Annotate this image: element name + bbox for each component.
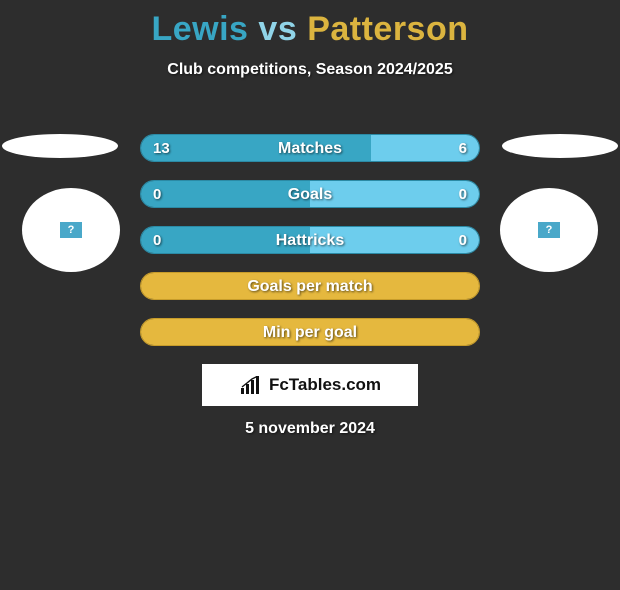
stat-row: Goals0 0 (140, 180, 480, 208)
subtitle: Club competitions, Season 2024/2025 (0, 61, 620, 79)
question-mark-icon: ? (546, 224, 553, 236)
stat-row: Min per goal (140, 318, 480, 346)
branding-text: FcTables.com (269, 375, 381, 395)
decoration-ellipse-left (2, 134, 118, 158)
question-mark-icon: ? (68, 224, 75, 236)
stat-row: Goals per match (140, 272, 480, 300)
stat-value-left: 0 (153, 181, 161, 208)
avatar-placeholder-box: ? (60, 222, 82, 238)
stat-row: Hattricks0 0 (140, 226, 480, 254)
stat-label: Goals per match (141, 273, 479, 300)
stat-value-left: 0 (153, 227, 161, 254)
player2-name: Patterson (307, 10, 468, 48)
stat-value-right: 0 (459, 181, 467, 208)
stat-row: Matches13 6 (140, 134, 480, 162)
vs-text: vs (258, 10, 307, 48)
branding-box: FcTables.com (202, 364, 418, 406)
player2-avatar: ? (500, 188, 598, 272)
avatar-placeholder-box: ? (538, 222, 560, 238)
stat-value-right: 6 (459, 135, 467, 162)
player1-avatar: ? (22, 188, 120, 272)
comparison-title: Lewis vs Patterson (0, 10, 620, 49)
stats-container: Matches136Goals00Hattricks00Goals per ma… (140, 134, 480, 364)
stat-label: Goals (141, 181, 479, 208)
stat-label: Hattricks (141, 227, 479, 254)
stat-value-left: 13 (153, 135, 170, 162)
decoration-ellipse-right (502, 134, 618, 158)
stat-label: Matches (141, 135, 479, 162)
bar-chart-icon (239, 376, 263, 394)
player1-name: Lewis (151, 10, 248, 48)
stat-label: Min per goal (141, 319, 479, 346)
stat-value-right: 0 (459, 227, 467, 254)
date-text: 5 november 2024 (0, 420, 620, 438)
